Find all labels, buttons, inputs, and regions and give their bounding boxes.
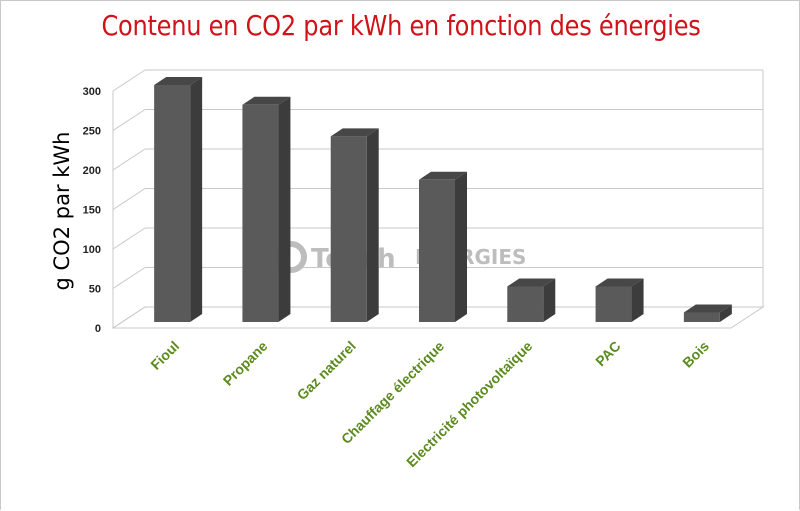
category-label: Bois: [679, 338, 712, 371]
bar-side-4: [543, 278, 556, 322]
gridline-side-200: [112, 148, 146, 171]
chart-title: Contenu en CO2 par kWh en fonction des é…: [101, 9, 701, 42]
bar-6: [683, 312, 720, 322]
category-label: Fioul: [147, 338, 182, 373]
y-tick-label: 0: [95, 323, 101, 335]
bar-top-6: [683, 304, 732, 313]
gridline-side-250: [112, 109, 146, 131]
bar-side-6: [719, 304, 732, 322]
bar-3: [419, 179, 455, 322]
chart-floor: [111, 306, 765, 329]
y-tick-label: 300: [83, 86, 101, 98]
category-label: PAC: [592, 338, 623, 369]
bar-1: [242, 104, 279, 322]
y-tick-label: 100: [83, 244, 101, 256]
y-tick-label: 50: [89, 284, 101, 296]
bar-0: [154, 85, 191, 322]
bar-4: [507, 286, 544, 322]
y-tick-label: 150: [83, 205, 101, 217]
y-tick-label: 250: [83, 126, 101, 138]
bar-top-5: [595, 278, 644, 287]
bar-top-3: [419, 171, 467, 180]
bar-top-1: [242, 96, 291, 105]
bar-5: [595, 286, 632, 322]
bar-side-0: [190, 77, 203, 322]
bar-2: [330, 136, 367, 322]
bar-top-4: [507, 278, 556, 287]
gridline-side-150: [112, 188, 146, 210]
gridline-side-100: [112, 227, 146, 250]
y-axis-title: g CO2 par kWh: [50, 132, 74, 291]
bar-side-3: [455, 171, 467, 322]
bar-side-5: [631, 278, 644, 322]
category-label: Propane: [220, 338, 271, 389]
bar-side-1: [278, 96, 291, 322]
y-tick-label: 200: [83, 165, 101, 177]
bar-top-0: [154, 77, 203, 85]
bar-side-2: [366, 128, 379, 322]
gridline-side-50: [112, 267, 146, 289]
gridline-side-300: [112, 69, 146, 92]
bar-top-2: [330, 128, 379, 137]
category-label: Gaz naturel: [294, 338, 359, 403]
